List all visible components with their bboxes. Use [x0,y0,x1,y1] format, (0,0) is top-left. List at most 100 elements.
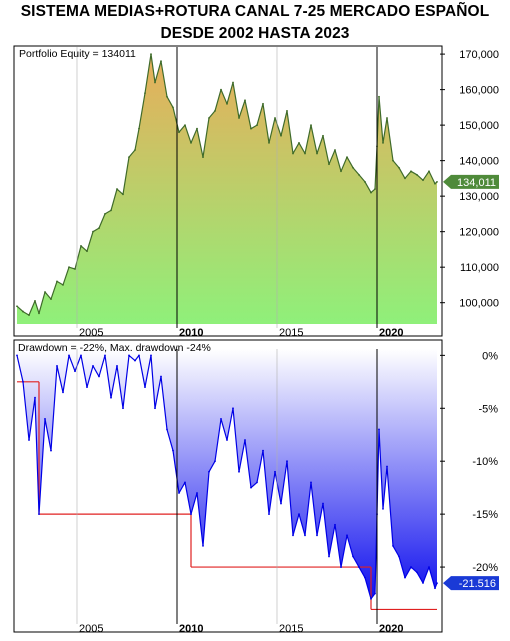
equity-point [202,156,204,158]
equity-point [340,170,342,173]
equity-point [98,227,100,230]
y-tick-label: 130,000 [459,191,499,203]
equity-point [160,60,162,63]
drawdown-point [50,449,52,452]
drawdown-point [22,380,24,383]
equity-point [378,95,380,98]
equity-point [86,250,88,253]
equity-point [150,53,152,56]
drawdown-point [392,544,394,547]
drawdown-point [370,597,372,600]
drawdown-point [122,407,124,410]
equity-point [50,298,52,301]
equity-point [178,131,180,134]
equity-inset-label: Portfolio Equity = 134011 [19,48,136,60]
equity-point [416,173,418,176]
drawdown-point [226,439,228,441]
equity-point [62,284,64,286]
drawdown-point [16,354,18,357]
drawdown-point [298,513,300,516]
equity-point [196,127,198,130]
drawdown-point [374,592,376,595]
y-tick-label: 100,000 [459,298,499,310]
drawdown-point [416,571,418,574]
y-tick-label: 170,000 [459,49,499,61]
drawdown-point [68,354,70,357]
drawdown-point [378,428,380,431]
drawdown-point [80,354,82,357]
drawdown-point [34,396,36,399]
drawdown-point [422,582,424,584]
drawdown-point [154,407,156,410]
equity-point [328,163,330,166]
equity-point [238,117,240,119]
equity-point [428,170,430,173]
equity-point [292,152,294,155]
equity-point [128,156,130,158]
equity-point [422,179,424,182]
equity-point [392,159,394,162]
drawdown-current-value-tag [443,576,499,591]
drawdown-point [328,555,330,558]
equity-point [116,188,118,190]
chart-title-line2: DESDE 2002 HASTA 2023 [160,25,350,42]
drawdown-point [128,354,130,357]
drawdown-point [196,492,198,494]
equity-point [34,300,36,302]
equity-point [268,141,270,144]
equity-point [310,124,312,127]
drawdown-point [280,502,282,505]
equity-point [352,166,354,169]
drawdown-point [334,523,336,526]
equity-point [214,110,216,112]
equity-point [28,314,30,317]
drawdown-point [310,481,312,484]
drawdown-point [364,576,366,579]
drawdown-point [166,428,168,431]
drawdown-area [17,349,437,599]
drawdown-point [316,534,318,537]
drawdown-point [44,417,46,420]
y-tick-label: 140,000 [459,156,499,168]
equity-point [370,191,372,194]
equity-point [274,117,276,119]
equity-point [38,312,40,315]
equity-point [404,177,406,180]
drawdown-point [398,555,400,558]
equity-point [16,305,18,308]
drawdown-point [382,507,384,510]
equity-point [374,188,376,190]
equity-point [172,106,174,109]
drawdown-current-value-label: -21.516 [459,578,496,590]
drawdown-point [428,566,430,568]
equity-point [190,141,192,144]
equity-point [232,81,234,84]
y-tick-label: 0% [482,350,498,362]
y-tick-label: 150,000 [459,120,499,132]
drawdown-chart: 0% -5% -10% -15% -20% 2005 2010 2015 2020 -21.516 [16,349,499,635]
drawdown-point [184,481,186,484]
equity-point [138,127,140,130]
drawdown-point [190,513,192,516]
drawdown-point [138,354,140,357]
equity-point [134,149,136,151]
equity-point [184,124,186,127]
y-tick-label: -10% [472,456,498,468]
drawdown-point [172,449,174,452]
equity-current-value-label: 134,011 [457,177,496,189]
equity-point [316,152,318,155]
equity-point [74,268,76,270]
x-tick-label: 2010 [179,327,203,339]
equity-point [144,92,146,95]
drawdown-point [250,486,252,489]
y-tick-label: -15% [472,509,498,521]
drawdown-point [160,375,162,378]
drawdown-inset-label: Drawdown = -22%, Max. drawdown -24% [18,342,211,354]
drawdown-point [304,534,306,537]
drawdown-point [358,566,360,568]
equity-point [256,124,258,127]
drawdown-point [274,470,276,473]
drawdown-point [104,354,106,357]
drawdown-point [116,365,118,367]
x-tick-label: 2015 [279,623,303,635]
